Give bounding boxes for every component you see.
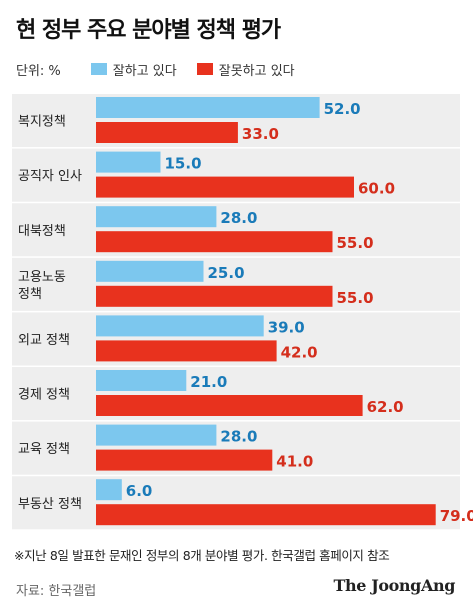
category-label: 정책	[18, 287, 42, 302]
bar-chart: 복지정책 52.0 33.0 공직자 인사 15.0 60.0 대북정책 28.0 55.0 고용…	[12, 94, 473, 530]
legend-swatch-bad	[196, 63, 213, 75]
category-label: 경제 정책	[18, 388, 70, 403]
data-label-good: 6.0	[126, 482, 153, 500]
data-label-bad: 55.0	[337, 234, 374, 252]
data-label-bad: 42.0	[281, 343, 318, 361]
bar-good	[96, 97, 320, 118]
bar-bad	[96, 449, 273, 471]
bar-bad	[96, 122, 238, 143]
data-label-good: 25.0	[208, 264, 245, 282]
category-label: 교육 정책	[18, 442, 70, 457]
data-label-good: 21.0	[190, 373, 227, 391]
bar-good	[96, 260, 204, 282]
legend-item-bad: 잘못하고 있다	[196, 60, 295, 79]
bar-good	[96, 479, 122, 501]
bar-bad	[96, 285, 333, 307]
brand-logo: The JoongAng	[333, 576, 456, 595]
legend: 단위: % 잘하고 있다 잘못하고 있다	[16, 60, 315, 79]
data-label-good: 15.0	[165, 155, 202, 173]
unit-label: 단위: %	[16, 63, 61, 79]
data-label-good: 52.0	[324, 100, 361, 118]
data-label-good: 28.0	[220, 209, 257, 227]
data-label-bad: 60.0	[358, 180, 395, 198]
source-label: 자료: 한국갤럽	[16, 584, 97, 599]
data-label-bad: 79.0	[440, 507, 473, 525]
legend-item-good: 잘하고 있다	[90, 60, 177, 79]
bar-bad	[96, 395, 363, 416]
bar-good	[96, 151, 161, 173]
category-label: 부동산 정책	[18, 497, 82, 512]
legend-label-bad: 잘못하고 있다	[218, 63, 295, 79]
category-label: 외교 정책	[18, 333, 70, 348]
bar-good	[96, 424, 217, 446]
bar-bad	[96, 340, 277, 362]
bar-bad	[96, 504, 436, 526]
category-label: 대북정책	[18, 224, 66, 239]
category-label: 공직자 인사	[18, 169, 82, 184]
legend-label-good: 잘하고 있다	[112, 63, 177, 79]
bar-good	[96, 315, 264, 337]
data-label-good: 39.0	[268, 318, 305, 336]
bar-good	[96, 206, 217, 228]
bar-good	[96, 370, 187, 391]
data-label-bad: 62.0	[367, 398, 404, 416]
chart-title: 현 정부 주요 분야별 정책 평가	[16, 18, 281, 43]
legend-swatch-good	[90, 63, 107, 75]
data-label-bad: 33.0	[242, 125, 279, 143]
category-label: 고용노동	[18, 270, 66, 285]
data-label-bad: 55.0	[337, 289, 374, 307]
footnote: ※지난 8일 발표한 문재인 정부의 8개 분야별 평가. 한국갤럽 홈페이지 …	[14, 548, 390, 563]
bar-bad	[96, 176, 354, 198]
bar-bad	[96, 231, 333, 253]
data-label-bad: 41.0	[276, 453, 313, 471]
category-label: 복지정책	[18, 115, 66, 130]
data-label-good: 28.0	[220, 428, 257, 446]
